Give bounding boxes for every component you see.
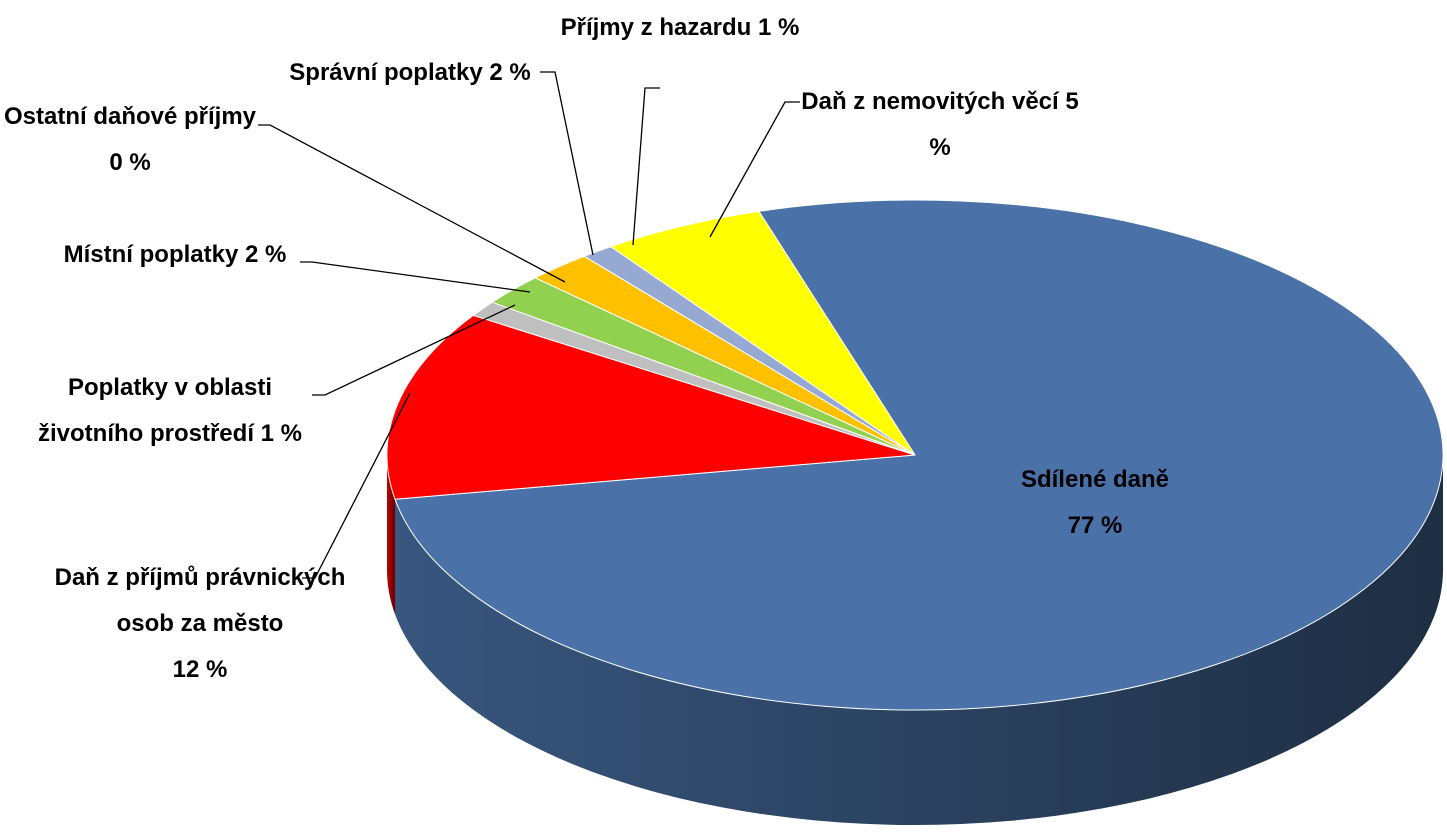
leader-line bbox=[540, 71, 594, 256]
value-label: 77 % bbox=[1067, 512, 1123, 539]
category-label: Správní poplatky bbox=[289, 59, 483, 86]
slice-side bbox=[395, 455, 1444, 826]
slice bbox=[609, 210, 916, 456]
value-label: 1 % bbox=[260, 420, 303, 447]
leader-line bbox=[302, 392, 411, 579]
data-label: Poplatky v oblasti životního prostředí 1… bbox=[30, 365, 310, 457]
value-label: 2 % bbox=[489, 59, 531, 86]
category-label: Daň z nemovitých věcí bbox=[801, 88, 1059, 115]
data-label: Daň z nemovitých věcí 5 % bbox=[790, 79, 1090, 171]
data-label: Daň z příjmů právnických osob za město 1… bbox=[50, 555, 350, 693]
leader-line bbox=[258, 124, 566, 283]
data-label: Ostatní daňové příjmy 0 % bbox=[0, 94, 260, 186]
data-label: Příjmy z hazardu 1 % bbox=[555, 5, 805, 51]
value-label: 1 % bbox=[758, 14, 800, 41]
slice bbox=[386, 314, 916, 500]
value-label: 5 % bbox=[929, 88, 1079, 161]
value-label: 2 % bbox=[245, 241, 287, 268]
category-label: Daň z příjmů právnických osob za město bbox=[54, 564, 346, 637]
value-label: 0 % bbox=[109, 149, 151, 176]
category-label: Poplatky v oblasti životního prostředí bbox=[37, 374, 273, 447]
slice bbox=[394, 199, 1444, 711]
leader-line bbox=[312, 304, 516, 396]
category-label: Ostatní daňové příjmy bbox=[3, 103, 257, 130]
data-label: Správní poplatky 2 % bbox=[280, 50, 540, 96]
leader-line bbox=[300, 261, 531, 293]
data-label: Místní poplatky 2 % bbox=[50, 232, 300, 278]
category-label: Místní poplatky bbox=[63, 241, 239, 268]
value-label: 12 % bbox=[172, 656, 228, 683]
category-label: Sdílené daně bbox=[1020, 466, 1170, 493]
leader-line bbox=[709, 101, 800, 238]
category-label: Příjmy z hazardu bbox=[560, 14, 752, 41]
leader-line bbox=[632, 87, 660, 246]
data-label: Sdílené daně 77 % bbox=[945, 457, 1245, 549]
